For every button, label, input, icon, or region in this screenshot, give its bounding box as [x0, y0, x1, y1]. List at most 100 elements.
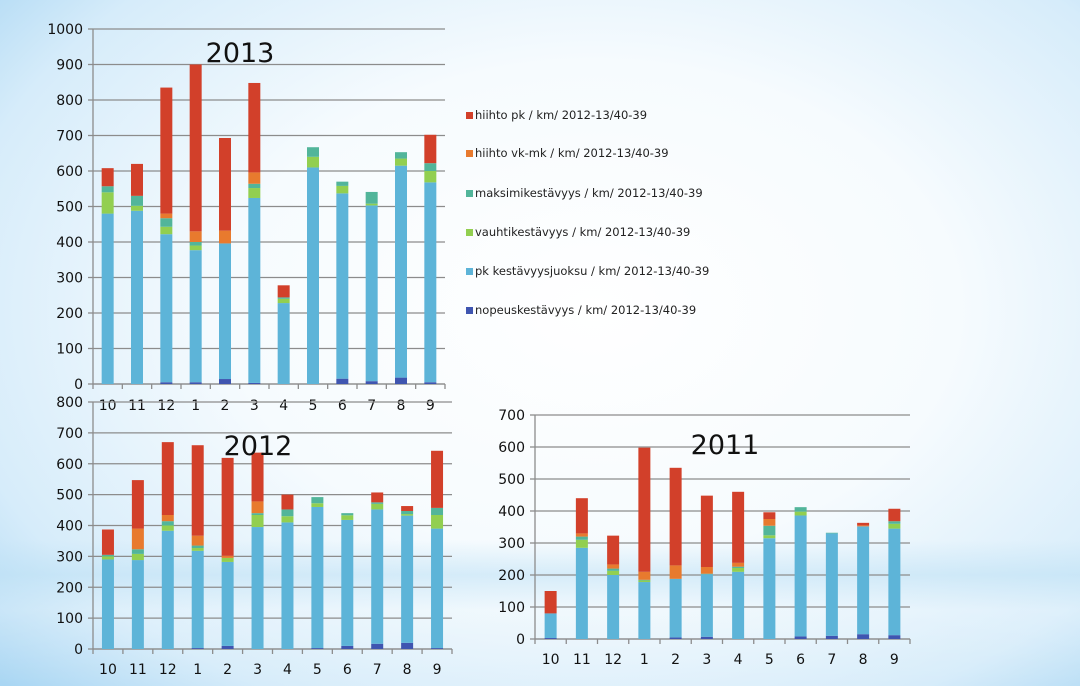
y-tick-label: 200 — [56, 580, 83, 596]
bar-segment — [857, 525, 870, 527]
y-tick-label: 700 — [56, 129, 83, 145]
bar-segment — [857, 526, 870, 635]
bar-segment — [700, 495, 713, 567]
bar-segment — [221, 561, 234, 646]
bar-segment — [191, 648, 204, 649]
x-tick-label: 12 — [157, 398, 175, 414]
bar-segment — [607, 564, 620, 569]
y-tick-label: 600 — [498, 440, 525, 456]
bar-segment — [732, 567, 745, 572]
bar-segment — [251, 501, 264, 514]
bar-segment — [401, 510, 414, 515]
bar-segment — [131, 205, 143, 211]
y-tick-label: 900 — [56, 58, 83, 74]
bar-segment — [161, 442, 174, 516]
bar-segment — [431, 648, 444, 649]
bar-segment — [101, 186, 114, 193]
bar-segment — [575, 498, 588, 534]
bar-segment — [336, 193, 349, 379]
bar-segment — [431, 450, 444, 508]
legend-item-vauhtikestavyys: vauhtikestävyys / km/ 2012-13/40-39 — [466, 225, 690, 239]
bar-segment — [638, 582, 651, 639]
bar-segment — [424, 134, 437, 164]
bar-segment — [307, 147, 319, 157]
y-tick-label: 1000 — [47, 22, 83, 38]
x-tick-label: 11 — [129, 662, 147, 678]
bar-segment — [825, 635, 838, 639]
bar-segment — [248, 172, 261, 184]
bar-segment — [371, 643, 384, 649]
bar-segment — [575, 539, 588, 548]
bar-segment — [189, 382, 202, 384]
bar-segment — [544, 638, 557, 639]
bar-segment — [669, 565, 682, 579]
y-tick-label: 300 — [498, 536, 525, 552]
legend-label: hiihto vk-mk / km/ 2012-13/40-39 — [475, 146, 669, 160]
x-tick-label: 12 — [604, 652, 622, 668]
bar-segment — [544, 591, 557, 614]
bar-segment — [544, 613, 557, 639]
bar-segment — [131, 163, 143, 196]
bar-segment — [424, 163, 437, 171]
legend-item-maksimikestavyys: maksimikestävyys / km/ 2012-13/40-39 — [466, 186, 703, 200]
bar-segment — [160, 87, 173, 214]
bar-segment — [281, 522, 294, 649]
bar-segment — [131, 553, 144, 561]
bar-segment — [101, 559, 114, 649]
x-tick-label: 6 — [343, 662, 352, 678]
bar-segment — [281, 494, 294, 510]
bar-segment — [575, 533, 588, 537]
bar-segment — [431, 507, 444, 516]
x-tick-label: 4 — [734, 652, 743, 668]
bar-segment — [401, 514, 414, 516]
bar-segment — [160, 382, 173, 384]
bar-segment — [161, 525, 174, 531]
bar-segment — [277, 297, 290, 299]
y-tick-label: 100 — [56, 342, 83, 358]
legend-swatch — [466, 112, 473, 119]
x-tick-label: 5 — [313, 662, 322, 678]
bar-segment — [101, 529, 114, 555]
bar-segment — [763, 538, 776, 639]
bar-segment — [251, 452, 264, 502]
bar-segment — [888, 528, 901, 636]
x-tick-label: 3 — [250, 398, 259, 414]
y-tick-label: 400 — [498, 504, 525, 520]
bar-segment — [401, 515, 414, 643]
bar-segment — [371, 509, 384, 644]
bar-segment — [160, 226, 173, 235]
bar-segment — [221, 645, 234, 649]
x-tick-label: 9 — [426, 398, 435, 414]
bar-segment — [669, 578, 682, 638]
bar-segment — [607, 575, 620, 639]
bar-segment — [395, 165, 407, 378]
y-tick-label: 300 — [56, 271, 83, 287]
y-tick-label: 0 — [74, 377, 83, 393]
legend-swatch — [466, 268, 473, 275]
legend-label: pk kestävyysjuoksu / km/ 2012-13/40-39 — [475, 264, 710, 278]
bar-segment — [191, 548, 204, 551]
x-tick-label: 7 — [373, 662, 382, 678]
bar-segment — [131, 480, 144, 529]
y-tick-label: 0 — [516, 632, 525, 648]
bar-segment — [371, 492, 384, 503]
legend-label: hiihto pk / km/ 2012-13/40-39 — [475, 108, 648, 122]
bar-segment — [401, 642, 414, 649]
legend-swatch — [466, 229, 473, 236]
bar-segment — [607, 570, 620, 575]
legend-label: maksimikestävyys / km/ 2012-13/40-39 — [475, 186, 703, 200]
bar-segment — [189, 64, 202, 232]
bar-segment — [311, 506, 324, 649]
bar-segment — [281, 509, 294, 517]
bar-segment — [888, 521, 901, 524]
bar-segment — [221, 557, 234, 562]
x-tick-label: 12 — [159, 662, 177, 678]
legend-item-hiihto-vk-mk: hiihto vk-mk / km/ 2012-13/40-39 — [466, 146, 669, 160]
y-tick-label: 100 — [498, 600, 525, 616]
bar-segment — [732, 566, 745, 568]
bar-segment — [700, 573, 713, 575]
bar-segment — [219, 243, 231, 380]
bar-segment — [638, 579, 651, 581]
bar-segment — [191, 535, 204, 546]
legend-label: nopeuskestävyys / km/ 2012-13/40-39 — [475, 303, 697, 317]
